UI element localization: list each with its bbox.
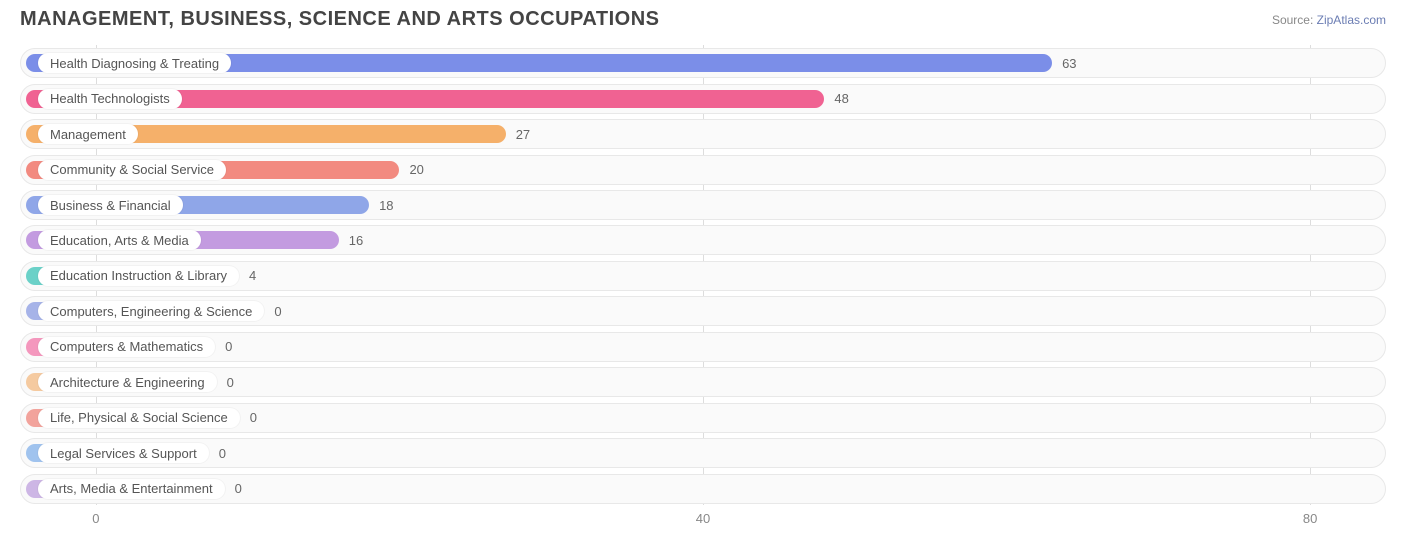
value-label: 63: [1062, 54, 1076, 72]
value-label: 0: [227, 373, 234, 391]
x-axis: 0 40 80: [20, 509, 1386, 533]
bar-row: Life, Physical & Social Science 0: [20, 403, 1386, 433]
bar-rows: Health Diagnosing & Treating 63 Health Tec…: [20, 45, 1386, 505]
bar-row: Health Diagnosing & Treating 63: [20, 48, 1386, 78]
value-label: 18: [379, 196, 393, 214]
bar-row: Arts, Media & Entertainment 0: [20, 474, 1386, 504]
category-pill: Computers, Engineering & Science: [38, 301, 264, 321]
source-attribution: Source: ZipAtlas.com: [1272, 13, 1386, 27]
category-pill: Education Instruction & Library: [38, 266, 239, 286]
category-pill: Business & Financial: [38, 195, 183, 215]
bar-row: Health Technologists 48: [20, 84, 1386, 114]
chart-header: MANAGEMENT, BUSINESS, SCIENCE AND ARTS O…: [0, 0, 1406, 35]
value-label: 0: [235, 480, 242, 498]
value-label: 48: [834, 90, 848, 108]
category-pill: Computers & Mathematics: [38, 337, 215, 357]
chart-title: MANAGEMENT, BUSINESS, SCIENCE AND ARTS O…: [20, 8, 659, 31]
value-label: 20: [409, 161, 423, 179]
source-link[interactable]: ZipAtlas.com: [1317, 13, 1386, 27]
category-pill: Education, Arts & Media: [38, 230, 201, 250]
bar-row: Legal Services & Support 0: [20, 438, 1386, 468]
x-axis-tick: 40: [696, 511, 710, 526]
value-label: 0: [250, 409, 257, 427]
value-label: 0: [219, 444, 226, 462]
category-pill: Legal Services & Support: [38, 443, 209, 463]
category-pill: Arts, Media & Entertainment: [38, 479, 225, 499]
category-pill: Health Diagnosing & Treating: [38, 53, 231, 73]
bar-row: Education Instruction & Library 4: [20, 261, 1386, 291]
category-pill: Architecture & Engineering: [38, 372, 217, 392]
plot-region: Health Diagnosing & Treating 63 Health Tec…: [20, 45, 1386, 505]
bar-track: [20, 474, 1386, 504]
category-pill: Life, Physical & Social Science: [38, 408, 240, 428]
x-axis-tick: 80: [1303, 511, 1317, 526]
category-pill: Health Technologists: [38, 89, 182, 109]
chart-area: Health Diagnosing & Treating 63 Health Tec…: [0, 35, 1406, 545]
value-label: 4: [249, 267, 256, 285]
value-label: 0: [274, 302, 281, 320]
x-axis-tick: 0: [92, 511, 99, 526]
bar-row: Business & Financial 18: [20, 190, 1386, 220]
category-pill: Management: [38, 124, 138, 144]
value-label: 16: [349, 231, 363, 249]
value-label: 0: [225, 338, 232, 356]
bar-row: Community & Social Service 20: [20, 155, 1386, 185]
bar-row: Computers, Engineering & Science 0: [20, 296, 1386, 326]
value-label: 27: [516, 125, 530, 143]
bar-row: Management 27: [20, 119, 1386, 149]
bar-row: Computers & Mathematics 0: [20, 332, 1386, 362]
bar-row: Architecture & Engineering 0: [20, 367, 1386, 397]
category-pill: Community & Social Service: [38, 160, 226, 180]
bar-row: Education, Arts & Media 16: [20, 225, 1386, 255]
bar-track: [20, 367, 1386, 397]
source-label: Source:: [1272, 13, 1313, 27]
